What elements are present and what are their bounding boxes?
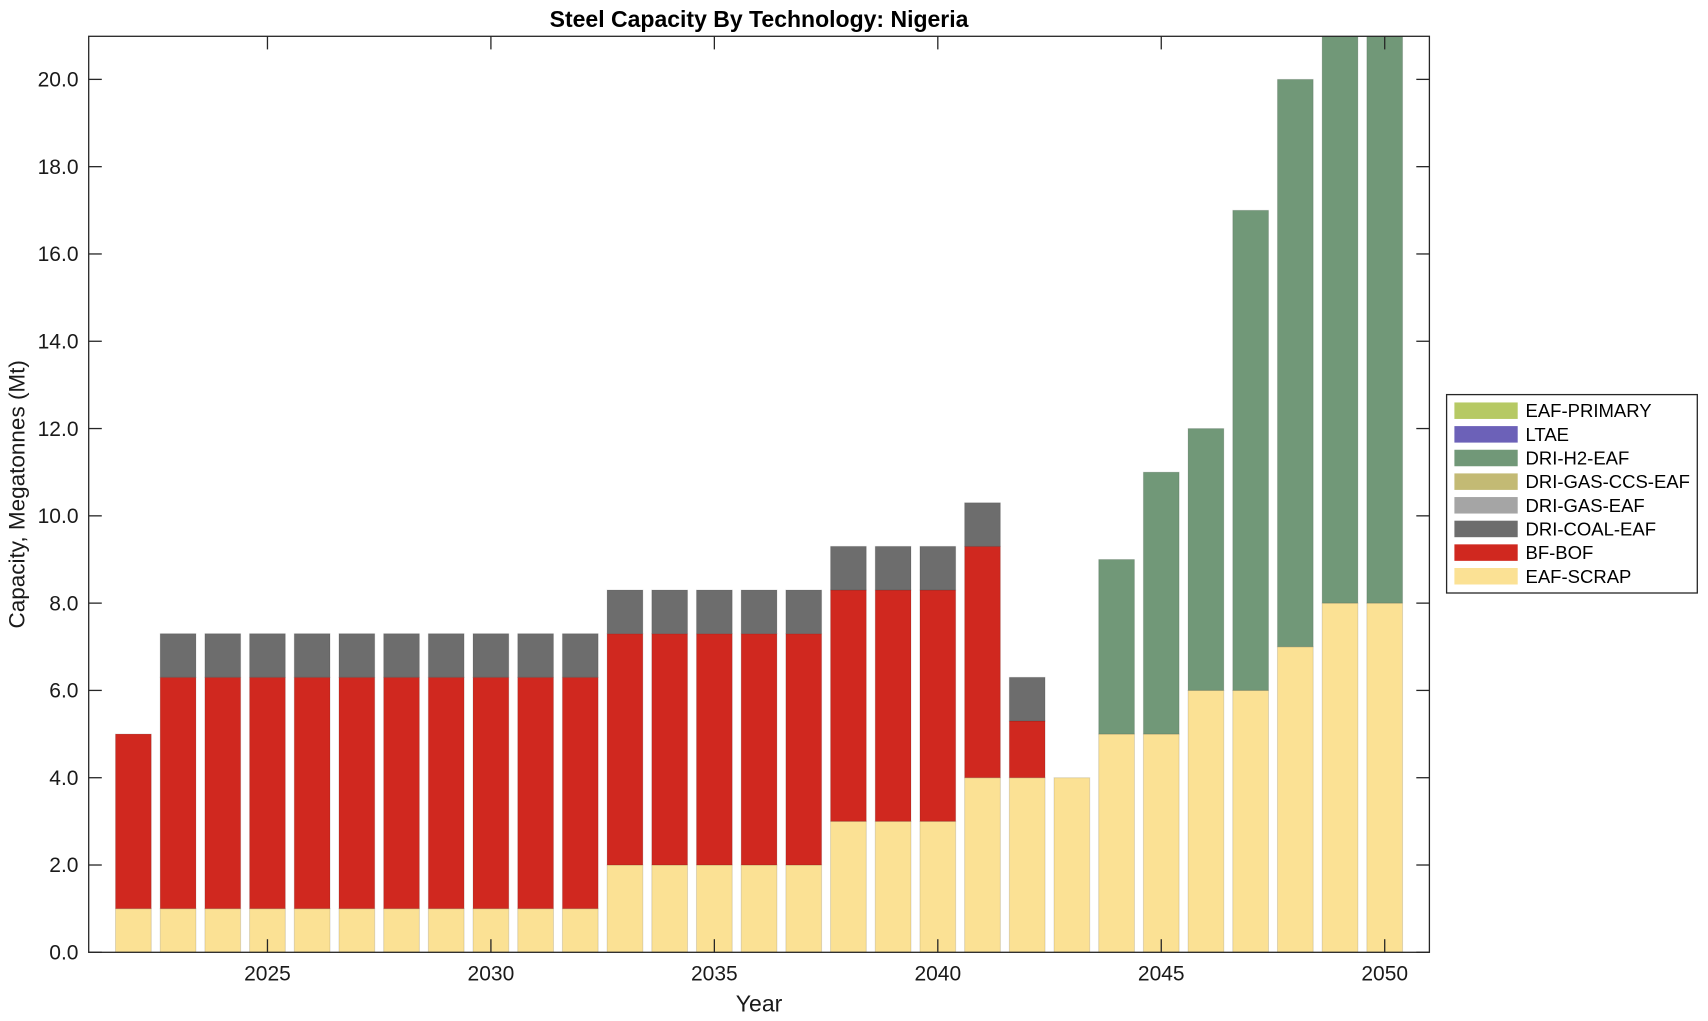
svg-text:2040: 2040 <box>914 963 961 986</box>
svg-text:16.0: 16.0 <box>38 243 79 266</box>
svg-text:Capacity, Megatonnes (Mt): Capacity, Megatonnes (Mt) <box>5 360 30 628</box>
svg-text:6.0: 6.0 <box>49 680 78 703</box>
svg-text:Year: Year <box>736 991 783 1017</box>
svg-text:DRI-GAS-EAF: DRI-GAS-EAF <box>1526 495 1645 516</box>
svg-text:10.0: 10.0 <box>38 505 79 528</box>
svg-text:2050: 2050 <box>1361 963 1408 986</box>
svg-text:2030: 2030 <box>468 963 515 986</box>
svg-text:8.0: 8.0 <box>49 592 78 615</box>
svg-text:2045: 2045 <box>1138 963 1185 986</box>
svg-text:2025: 2025 <box>244 963 291 986</box>
svg-text:DRI-H2-EAF: DRI-H2-EAF <box>1526 448 1630 469</box>
svg-text:2035: 2035 <box>691 963 738 986</box>
svg-text:EAF-PRIMARY: EAF-PRIMARY <box>1526 400 1652 421</box>
svg-text:12.0: 12.0 <box>38 418 79 441</box>
svg-text:EAF-SCRAP: EAF-SCRAP <box>1526 566 1632 587</box>
svg-text:0.0: 0.0 <box>49 942 78 965</box>
svg-text:DRI-COAL-EAF: DRI-COAL-EAF <box>1526 518 1657 539</box>
svg-text:BF-BOF: BF-BOF <box>1526 542 1594 563</box>
svg-text:LTAE: LTAE <box>1526 424 1570 445</box>
svg-text:14.0: 14.0 <box>38 330 79 353</box>
svg-text:Steel Capacity By Technology:: Steel Capacity By Technology: Nigeria <box>550 6 969 32</box>
svg-text:20.0: 20.0 <box>38 69 79 92</box>
svg-text:18.0: 18.0 <box>38 156 79 179</box>
svg-text:2.0: 2.0 <box>49 854 78 877</box>
svg-text:DRI-GAS-CCS-EAF: DRI-GAS-CCS-EAF <box>1526 471 1690 492</box>
svg-text:4.0: 4.0 <box>49 767 78 790</box>
